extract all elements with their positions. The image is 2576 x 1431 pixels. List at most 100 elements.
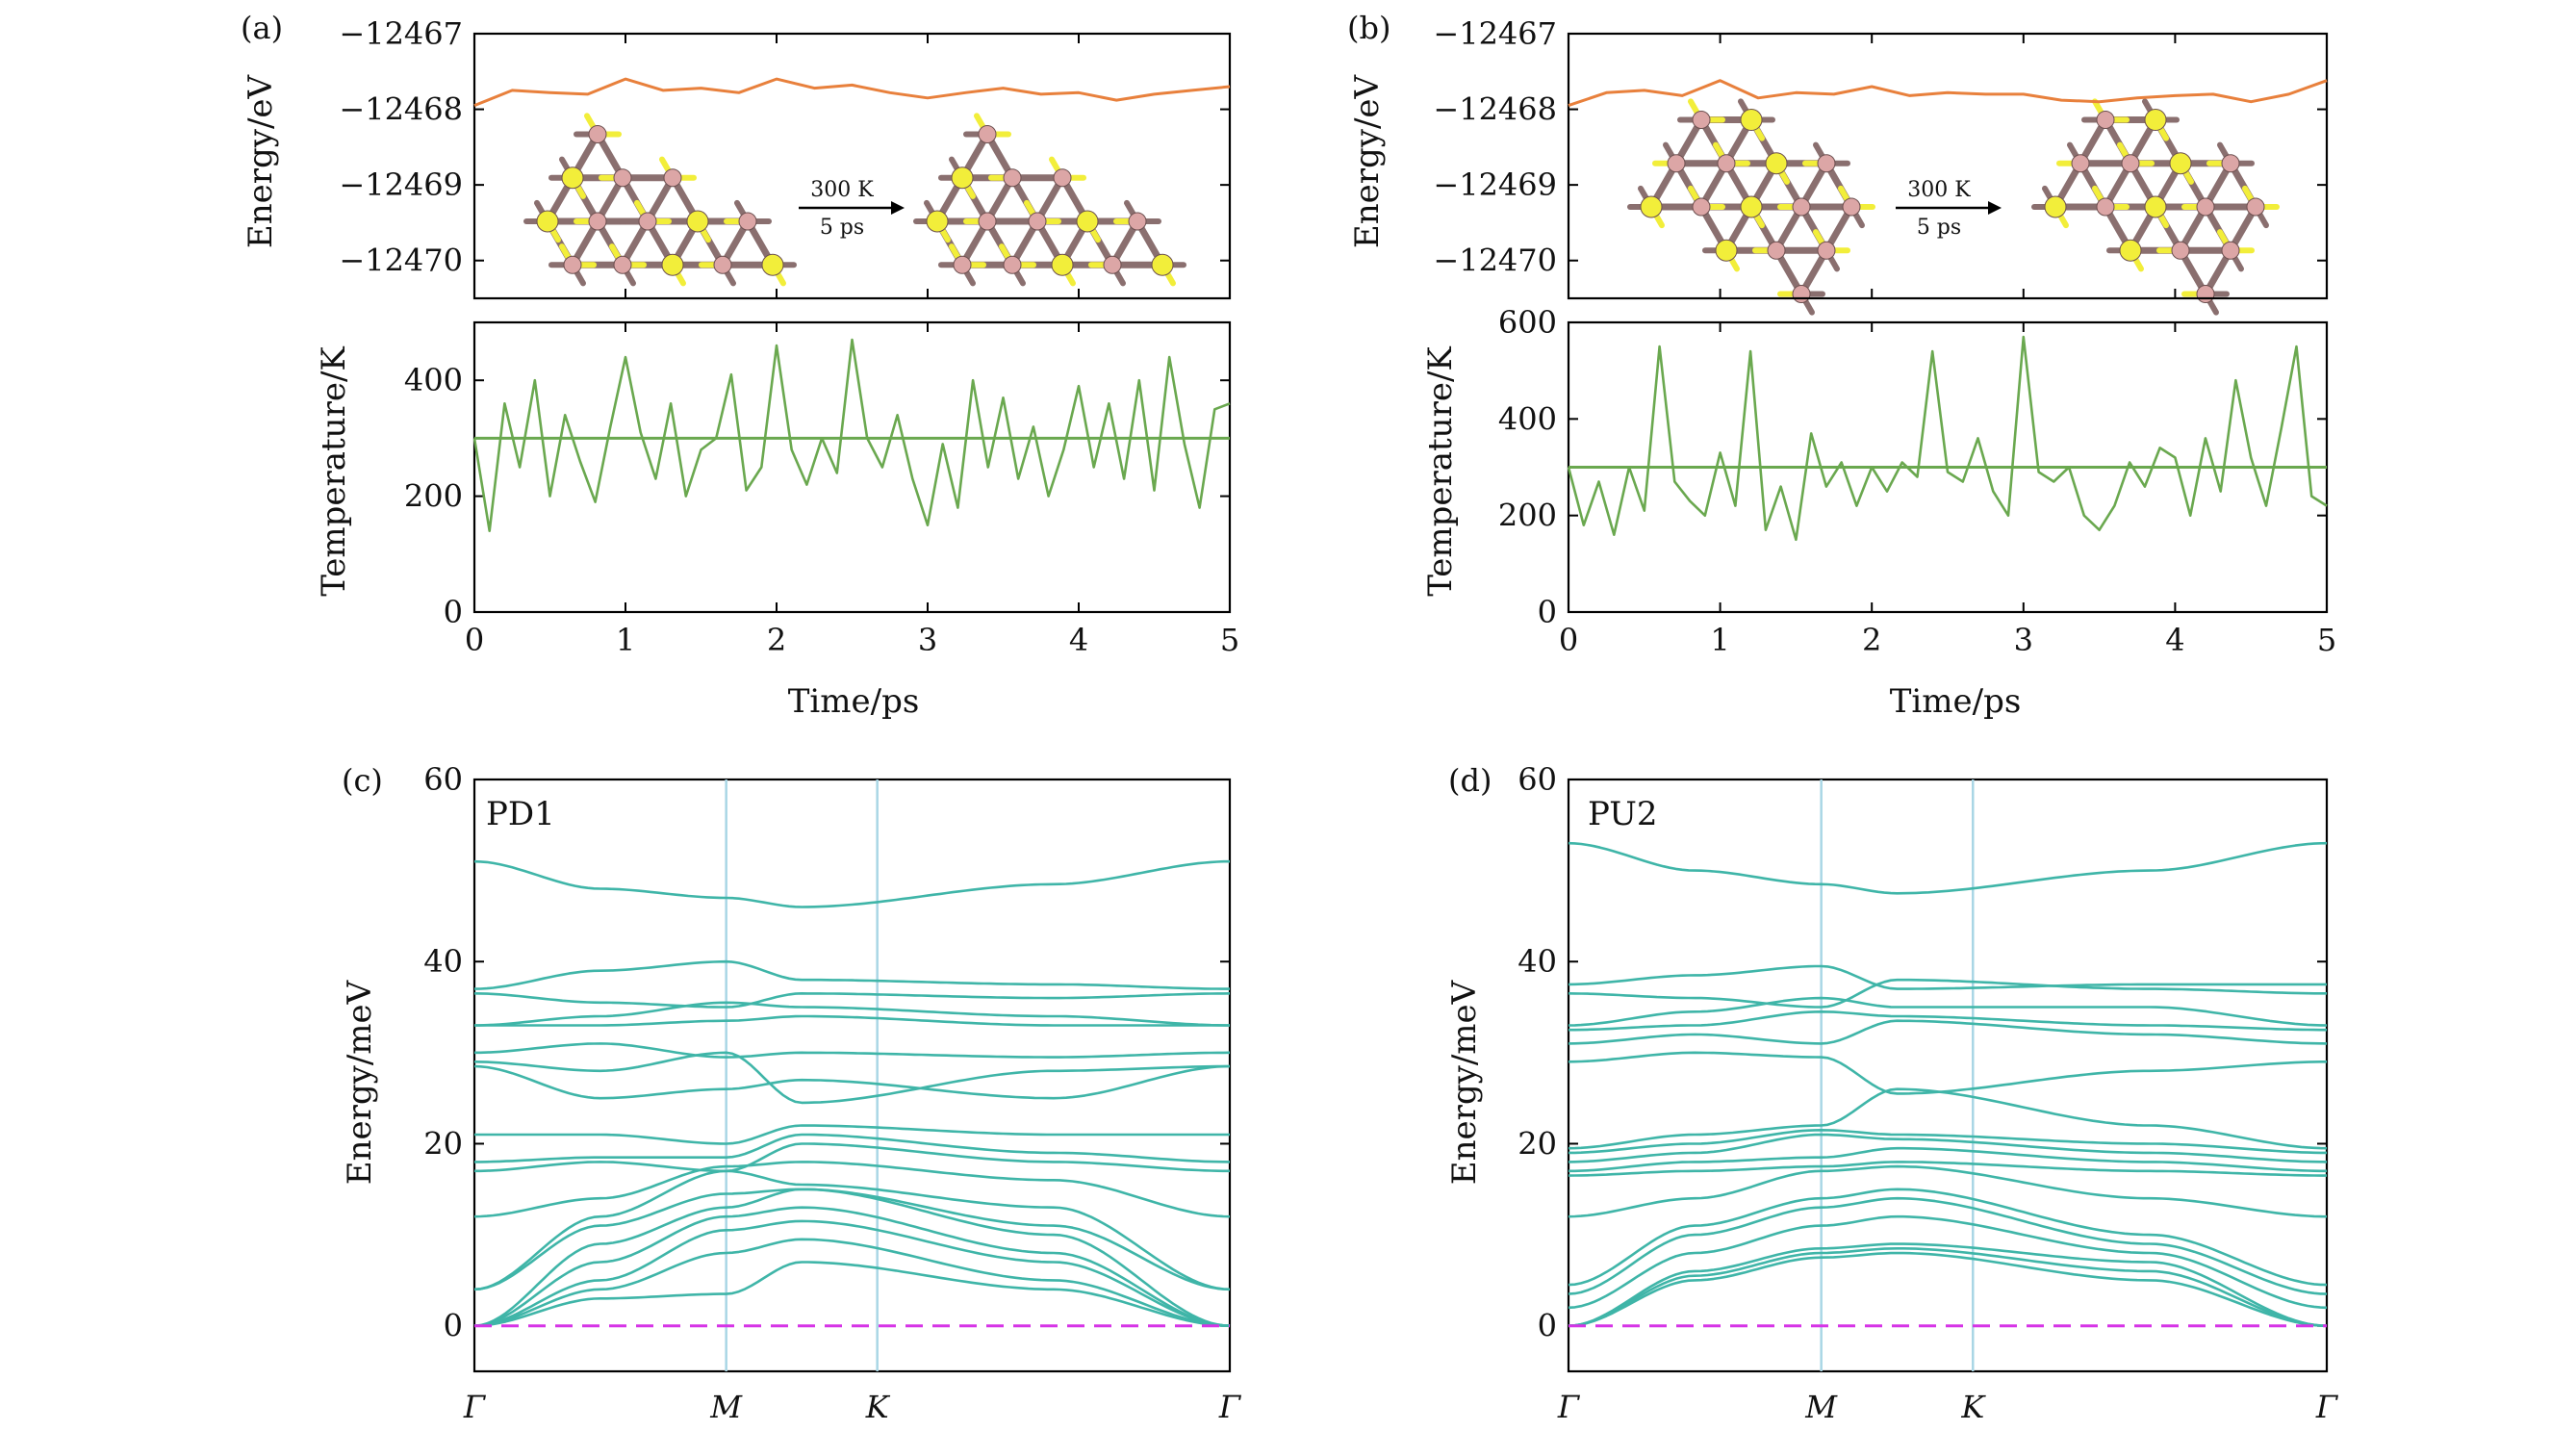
panel-d-band-15 — [1568, 1214, 2328, 1310]
panel-a-temp-ytick-label-0: 0 — [444, 594, 463, 630]
structure-atom-pink — [1103, 255, 1122, 274]
panel-d-band-12 — [1568, 1164, 2328, 1218]
panel-d-xtick-label-1: M — [1804, 1389, 1838, 1425]
structure-atom-pink — [1053, 168, 1072, 188]
panel-letter-a: (a) — [241, 10, 283, 46]
panel-b-energy-ytick-label-2: −12469 — [1433, 166, 1557, 203]
structure-atom-pink — [953, 255, 972, 274]
panel-b-energy-ytick-label-1: −12468 — [1433, 91, 1557, 128]
structure-atom-yellow — [761, 253, 784, 276]
panel-c-ytick-label-3: 60 — [423, 761, 463, 798]
panel-a-energy-frame — [472, 32, 1232, 300]
panel-c-ytick-label-0: 0 — [444, 1308, 463, 1344]
panel-d-ytick-label-0: 0 — [1538, 1308, 1557, 1344]
structure-atom-pink — [1817, 241, 1836, 260]
panel-c-band-11 — [473, 1161, 1231, 1218]
structure-atom-pink — [738, 212, 757, 231]
panel-a-temp-ytick-label-2: 400 — [404, 362, 463, 398]
structure-atom-pink — [588, 212, 607, 231]
panel-a-inset-arrowhead — [891, 201, 905, 215]
panel-c-xtick-label-1: M — [709, 1389, 743, 1425]
panel-c-band-14 — [473, 1188, 1231, 1327]
panel-d-frame — [1567, 778, 2329, 1373]
panel-b-temp-xtick-label-4: 4 — [2165, 622, 2184, 658]
panel-b-inset-duration: 5 ps — [1917, 216, 1961, 240]
panel-d-band-4 — [1569, 1010, 2327, 1032]
structure-atom-pink — [1003, 168, 1022, 188]
panel-b-structure-before — [1627, 98, 1875, 316]
panel-a-temp-xtick-label-3: 3 — [918, 622, 937, 658]
panel-c-band-1 — [473, 959, 1230, 990]
panel-a-energy-ylabel: Energy/eV — [242, 73, 280, 248]
structure-atom-pink — [613, 255, 632, 274]
panel-b-energy-frame — [1567, 32, 2329, 300]
panel-a-inset: 300 K 5 ps — [523, 113, 1186, 287]
structure-atom-pink — [2096, 197, 2115, 217]
panel-a-energy-ytick-label-3: −12470 — [339, 243, 463, 279]
structure-atom-pink — [1817, 154, 1836, 173]
structure-atom-pink — [1692, 197, 1711, 217]
structure-atom-yellow — [1715, 239, 1738, 262]
panel-a-temp-xtick-label-5: 5 — [1220, 622, 1239, 658]
structure-atom-yellow — [1740, 109, 1763, 132]
panel-b-temp-xtick-label-2: 2 — [1862, 622, 1881, 658]
panel-letter-c: (c) — [342, 762, 383, 799]
panel-a-temp-xtick-label-4: 4 — [1069, 622, 1088, 658]
panel-letter-b: (b) — [1347, 10, 1390, 46]
panel-b-temp-ylabel: Temperature/K — [1421, 346, 1460, 597]
panel-d-band-16 — [1568, 1242, 2328, 1327]
panel-d-label: PU2 — [1588, 795, 1658, 833]
structure-atom-pink — [1667, 154, 1686, 173]
structure-atom-yellow — [2169, 152, 2192, 175]
panel-c-band-9 — [474, 1133, 1231, 1163]
panel-d-band-0 — [1568, 841, 2328, 895]
structure-atom-pink — [2196, 284, 2215, 303]
panel-c-label: PD1 — [486, 795, 555, 833]
structure-atom-pink — [2121, 154, 2140, 173]
structure-atom-pink — [713, 255, 732, 274]
structure-atom-pink — [2171, 241, 2190, 260]
structure-atom-yellow — [2044, 195, 2067, 218]
structure-atom-yellow — [2144, 195, 2167, 218]
panel-d-band-5 — [1568, 1019, 2328, 1045]
structure-atom-yellow — [951, 166, 974, 190]
structure-atom-pink — [2196, 197, 2215, 217]
panel-c-ytick-label-1: 20 — [423, 1125, 463, 1162]
panel-b-structure-after — [2031, 98, 2280, 316]
panel-d-band-18 — [1568, 1251, 2328, 1327]
structure-atom-pink — [2071, 154, 2090, 173]
panel-a-energy-ytick-label-1: −12468 — [339, 91, 463, 128]
panel-b-temp-xtick-label-5: 5 — [2317, 622, 2336, 658]
structure-atom-yellow — [536, 210, 559, 233]
panel-c-xtick-label-2: K — [865, 1389, 891, 1425]
panel-b-inset-arrowhead — [1988, 201, 2002, 215]
structure-atom-pink — [613, 168, 632, 188]
structure-atom-pink — [1717, 154, 1736, 173]
panel-b-energy-ytick-label-0: −12467 — [1433, 15, 1557, 52]
structure-atom-pink — [1003, 255, 1022, 274]
panel-a-structure-after — [913, 113, 1186, 287]
panel-d-band-13 — [1568, 1188, 2328, 1287]
panel-c-band-5 — [474, 1042, 1231, 1059]
panel-a-temp-ytick-label-1: 200 — [404, 478, 463, 515]
panel-c-band-17 — [473, 1238, 1231, 1327]
structure-atom-yellow — [661, 253, 684, 276]
panel-b-temp-xtick-label-1: 1 — [1710, 622, 1729, 658]
panel-a-inset-condition: 300 K — [810, 178, 874, 202]
structure-atom-pink — [1767, 241, 1786, 260]
panel-d-ytick-label-2: 40 — [1518, 943, 1557, 980]
panel-b-temp-ytick-label-1: 200 — [1498, 498, 1557, 534]
panel-a-xlabel: Time/ps — [788, 682, 920, 721]
panel-a-temp-ylabel: Temperature/K — [315, 346, 353, 597]
panel-b-xlabel: Time/ps — [1890, 682, 2022, 721]
panel-a-energy-ytick-label-2: −12469 — [339, 166, 463, 203]
panel-c-band-10 — [474, 1142, 1230, 1173]
panel-b-temp-ytick-label-0: 0 — [1538, 594, 1557, 630]
panel-b-temp-ytick-label-3: 600 — [1498, 304, 1557, 341]
panel-a-inset-duration: 5 ps — [820, 216, 864, 240]
panel-a-energy-line — [473, 77, 1231, 107]
panel-d-band-17 — [1568, 1247, 2328, 1327]
panel-d-band-11 — [1568, 1161, 2327, 1177]
structure-atom-pink — [1792, 284, 1811, 303]
panel-d-band-1 — [1568, 964, 2327, 990]
